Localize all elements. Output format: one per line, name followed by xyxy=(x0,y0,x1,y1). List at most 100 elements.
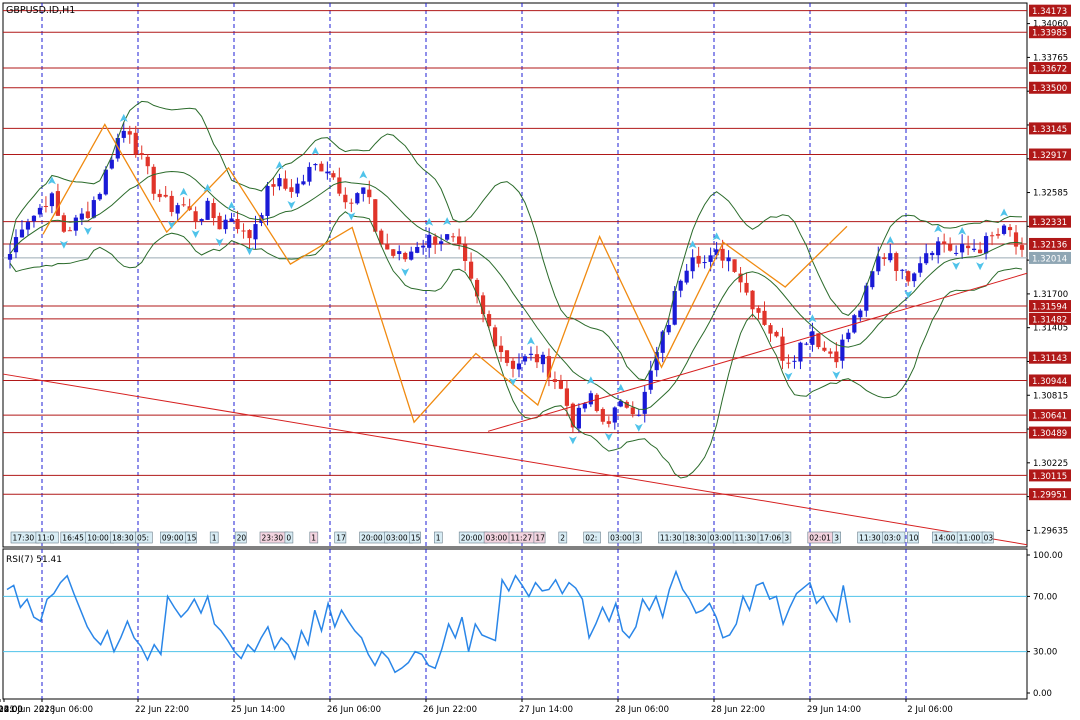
candle-body xyxy=(924,253,929,264)
candle-body xyxy=(846,332,851,340)
bollinger-middle xyxy=(9,170,1023,410)
zigzag-line xyxy=(42,123,848,424)
fractal-up-arrow xyxy=(1000,208,1009,217)
candle-body xyxy=(780,336,785,361)
candle-body xyxy=(666,324,671,333)
candle-body xyxy=(612,407,617,423)
candle-body xyxy=(516,363,522,370)
candle-body xyxy=(1013,232,1019,247)
candle-body xyxy=(199,219,204,222)
candle-body xyxy=(558,380,564,389)
candle-body xyxy=(882,257,887,260)
candle-body xyxy=(1007,227,1013,231)
candle-body xyxy=(109,159,114,169)
time-label-text: 03:00 xyxy=(486,534,508,543)
candle-body xyxy=(235,218,240,230)
candle-body xyxy=(468,261,474,279)
ascending-trendline[interactable] xyxy=(487,272,1028,432)
descending-trendline[interactable] xyxy=(2,373,1028,546)
candle-body xyxy=(654,352,659,371)
price-axis-label: 1.29635 xyxy=(1033,526,1068,536)
candle-body xyxy=(480,295,486,315)
price-axis-label: 1.34060 xyxy=(1033,20,1068,30)
price-level-tag xyxy=(1029,351,1071,364)
candle-body xyxy=(397,251,402,255)
bollinger-lower xyxy=(9,211,1023,479)
candle-body xyxy=(451,236,456,238)
candle-body xyxy=(678,280,683,291)
candle-body xyxy=(642,391,647,414)
fractal-down-arrow xyxy=(904,290,913,299)
time-label-text: 20 xyxy=(237,534,247,543)
price-level-tag xyxy=(1029,426,1071,439)
time-label-text: 20:00 xyxy=(461,534,483,543)
current-price-label: 1.32014 xyxy=(1032,254,1067,264)
candle-body xyxy=(876,256,881,272)
fractal-down-arrow xyxy=(347,212,356,221)
time-label-text: 11:0 xyxy=(37,534,54,543)
time-label-box xyxy=(409,531,421,544)
time-label-text: 18:30 xyxy=(112,534,134,543)
candle-body xyxy=(774,331,779,337)
candle-body xyxy=(379,230,384,244)
candle-body xyxy=(7,253,13,260)
candles xyxy=(7,122,1025,433)
fractal-up-arrow xyxy=(808,314,817,323)
rsi-axis-label: 30.00 xyxy=(1033,648,1057,658)
fractal-down-arrow xyxy=(167,220,176,229)
candle-body xyxy=(504,350,510,363)
rsi-axis-label: 70.00 xyxy=(1033,592,1057,602)
time-label-box xyxy=(334,531,347,544)
time-label-box xyxy=(583,531,601,544)
price-level-tag xyxy=(1029,488,1071,501)
candle-body xyxy=(163,194,168,197)
time-label-text: 03 xyxy=(984,534,994,543)
fractal-down-arrow xyxy=(59,240,68,249)
price-level-label: 1.33672 xyxy=(1032,65,1067,75)
fractal-up-arrow xyxy=(179,187,188,196)
time-label-text: 03:00 xyxy=(610,534,632,543)
candle-body xyxy=(355,193,360,204)
price-axis-label: 1.33765 xyxy=(1033,53,1068,63)
time-label-text: 14:00 xyxy=(934,534,956,543)
candle-body xyxy=(157,193,162,198)
candle-body xyxy=(73,217,78,231)
candle-body xyxy=(930,252,935,256)
rsi-pane[interactable]: RSI(7) 51.41 100.00 70.00 30.00 0.00 21 Jun 2… xyxy=(0,548,1063,715)
time-label-text: 09:00 xyxy=(162,534,184,543)
candle-body xyxy=(127,131,132,135)
rsi-title: RSI(7) 51.41 xyxy=(6,555,62,565)
price-level-label: 1.30115 xyxy=(1032,472,1067,482)
price-level-tag xyxy=(1029,215,1071,228)
candle-body xyxy=(247,230,252,239)
time-label-text: 03:00 xyxy=(386,534,408,543)
candle-body xyxy=(906,271,911,282)
candle-body xyxy=(816,333,821,348)
time-label-text: 2 xyxy=(560,534,565,543)
candle-body xyxy=(732,259,737,272)
time-label-text: 11:30 xyxy=(859,534,881,543)
price-level-label: 1.33145 xyxy=(1032,125,1067,135)
fractal-up-arrow xyxy=(311,147,320,156)
time-label-text: 17 xyxy=(336,534,346,543)
time-label-text: 16:45 xyxy=(62,534,84,543)
price-level-tag xyxy=(1029,300,1071,313)
price-level-label: 1.31594 xyxy=(1032,303,1067,313)
candle-body xyxy=(942,241,947,245)
price-level-label: 1.30489 xyxy=(1032,429,1067,439)
price-level-label: 1.31143 xyxy=(1032,354,1067,364)
candle-body xyxy=(492,327,498,347)
time-label-text: 05: xyxy=(137,534,149,543)
candle-body xyxy=(391,249,396,256)
time-axis-label: 27 Jun 14:00 xyxy=(519,705,573,715)
price-pane[interactable]: 1.34060 1.33765 1.32585 1.31700 1.31405 1.308… xyxy=(2,2,1071,548)
price-level-label: 1.31482 xyxy=(1032,315,1067,325)
time-label-text: 23:30 xyxy=(262,534,284,543)
candle-body xyxy=(768,325,773,334)
candle-body xyxy=(618,400,623,407)
candle-body xyxy=(972,248,977,251)
time-label-text: 18:30 xyxy=(685,534,707,543)
candle-body xyxy=(49,193,55,207)
candle-body xyxy=(463,244,468,261)
